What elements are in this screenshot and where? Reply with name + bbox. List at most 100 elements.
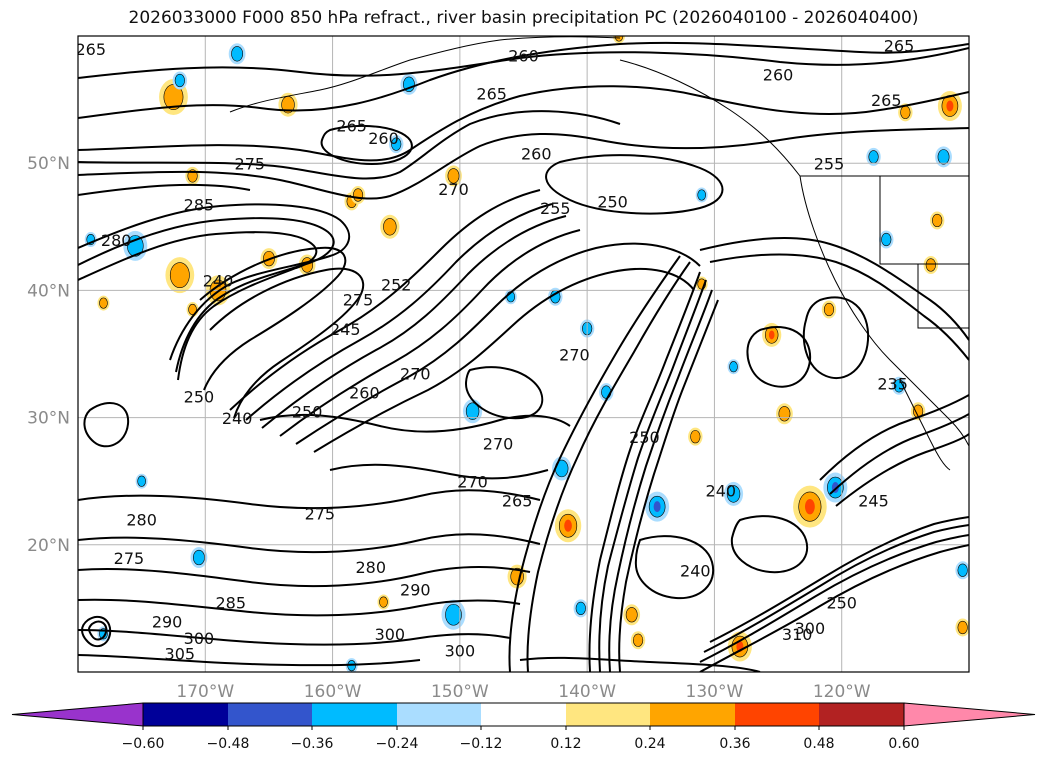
contour-line (464, 366, 544, 420)
pc-shade-inner (900, 105, 911, 119)
longitude-label: 130°W (686, 682, 744, 702)
contour-value-label: 300 (795, 619, 826, 638)
contour-line (608, 289, 713, 672)
pc-shade-inner (625, 607, 638, 623)
contour-value-label: 265 (75, 40, 106, 59)
contour-line (320, 124, 413, 166)
contour-line (526, 261, 691, 672)
contour-line (279, 229, 581, 437)
contour-line (245, 203, 553, 421)
contour-value-label: 285 (215, 593, 246, 612)
contour-line (83, 401, 130, 448)
contour-value-label: 250 (597, 193, 628, 212)
contour-value-label: 240 (203, 272, 234, 291)
contour-line (519, 656, 761, 672)
state-borders (879, 176, 969, 329)
contour-line (835, 433, 969, 507)
colorbar-tick-label: 0.12 (550, 736, 581, 752)
colorbar-tick-label: 0.48 (803, 736, 834, 752)
contour-line (78, 127, 969, 200)
contour-value-label: 280 (126, 511, 157, 530)
contour-line (709, 516, 969, 643)
pc-shade-inner (169, 262, 190, 289)
contour-line (329, 463, 549, 480)
longitude-label: 170°W (176, 682, 234, 702)
contour-value-label: 290 (400, 581, 431, 600)
pc-shade-inner (881, 232, 892, 247)
longitude-label: 120°W (813, 682, 871, 702)
pc-shade-inner (957, 563, 968, 577)
contour-value-label: 270 (483, 434, 514, 453)
coastlines (229, 36, 969, 471)
latitude-labels: 50°N 40°N 30°N 20°N (27, 154, 70, 556)
pc-shade-inner (231, 46, 244, 62)
contour-value-label: 250 (184, 387, 215, 406)
pc-shade-inner (379, 596, 388, 608)
contour-value-label: 300 (445, 642, 476, 661)
contour-value-label: 265 (884, 36, 915, 55)
contour-value-label: 290 (152, 612, 183, 631)
contour-value-label: 285 (184, 195, 215, 214)
pc-shade-inner (726, 485, 741, 503)
contour-value-label: 275 (114, 549, 145, 568)
contour-value-label: 250 (629, 428, 660, 447)
contour-line (78, 598, 521, 617)
colorbar-segment (397, 703, 481, 726)
map-frame (77, 35, 970, 673)
contour-line (78, 566, 531, 588)
contour-value-label: 260 (368, 129, 399, 148)
latitude-label: 30°N (27, 409, 70, 429)
contour-line (78, 489, 541, 510)
pc-shade-inner (690, 430, 701, 444)
pc-shade-core (564, 519, 572, 532)
contour-value-label: 260 (508, 46, 539, 65)
colorbar-tick-label: 0.36 (719, 736, 750, 752)
contour-value-label: 275 (343, 291, 374, 310)
contour-line (78, 654, 421, 667)
colorbar-tick-label: −0.60 (122, 736, 165, 752)
contour-line (703, 524, 969, 653)
contour-line (259, 413, 571, 433)
longitude-labels: 170°W 160°W 150°W 140°W 130°W 120°W (176, 682, 870, 702)
colorbar-segment (312, 703, 397, 726)
colorbar-tick-label: 0.60 (888, 736, 919, 752)
contour-line (209, 267, 365, 419)
pc-shade-core (653, 501, 661, 513)
contour-line (229, 189, 541, 411)
alaska-coast (229, 36, 621, 113)
pc-shade-inner (957, 620, 968, 635)
contour-value-label: 280 (355, 558, 386, 577)
pc-shade-inner (778, 406, 791, 422)
contour-line (313, 267, 695, 453)
contour-value-label: 275 (305, 504, 336, 523)
colorbar-tick-label: −0.12 (460, 736, 503, 752)
latitude-label: 50°N (27, 154, 70, 174)
contour-line (78, 183, 251, 196)
contour-value-label: 252 (381, 275, 412, 294)
colorbar-tick-label: −0.36 (291, 736, 334, 752)
contour-line (634, 535, 715, 600)
baja-coast (899, 379, 951, 471)
contour-line (709, 253, 969, 361)
contour-line (588, 271, 701, 672)
pc-shade-inner (614, 36, 624, 42)
contour-value-label: 245 (858, 492, 889, 511)
pc-shade-inner (697, 189, 707, 201)
contour-value-label: 255 (540, 199, 571, 218)
colorbar-segment (735, 703, 819, 726)
colorbar-frame (142, 702, 905, 727)
contour-line (508, 255, 681, 672)
pc-shade-inner (937, 149, 950, 165)
contour-value-label: 270 (438, 180, 469, 199)
contour-value-label: 265 (871, 91, 902, 110)
pc-shade-inner (352, 188, 364, 202)
contour-value-label: 305 (165, 644, 196, 663)
contour-line (295, 242, 701, 445)
contour-line (78, 41, 969, 119)
british-columbia-coast (619, 59, 801, 177)
contour-value-label: 275 (235, 155, 266, 174)
contour-line (261, 215, 567, 429)
pc-shade-inner (383, 218, 397, 236)
contour-value-label: 260 (521, 144, 552, 163)
